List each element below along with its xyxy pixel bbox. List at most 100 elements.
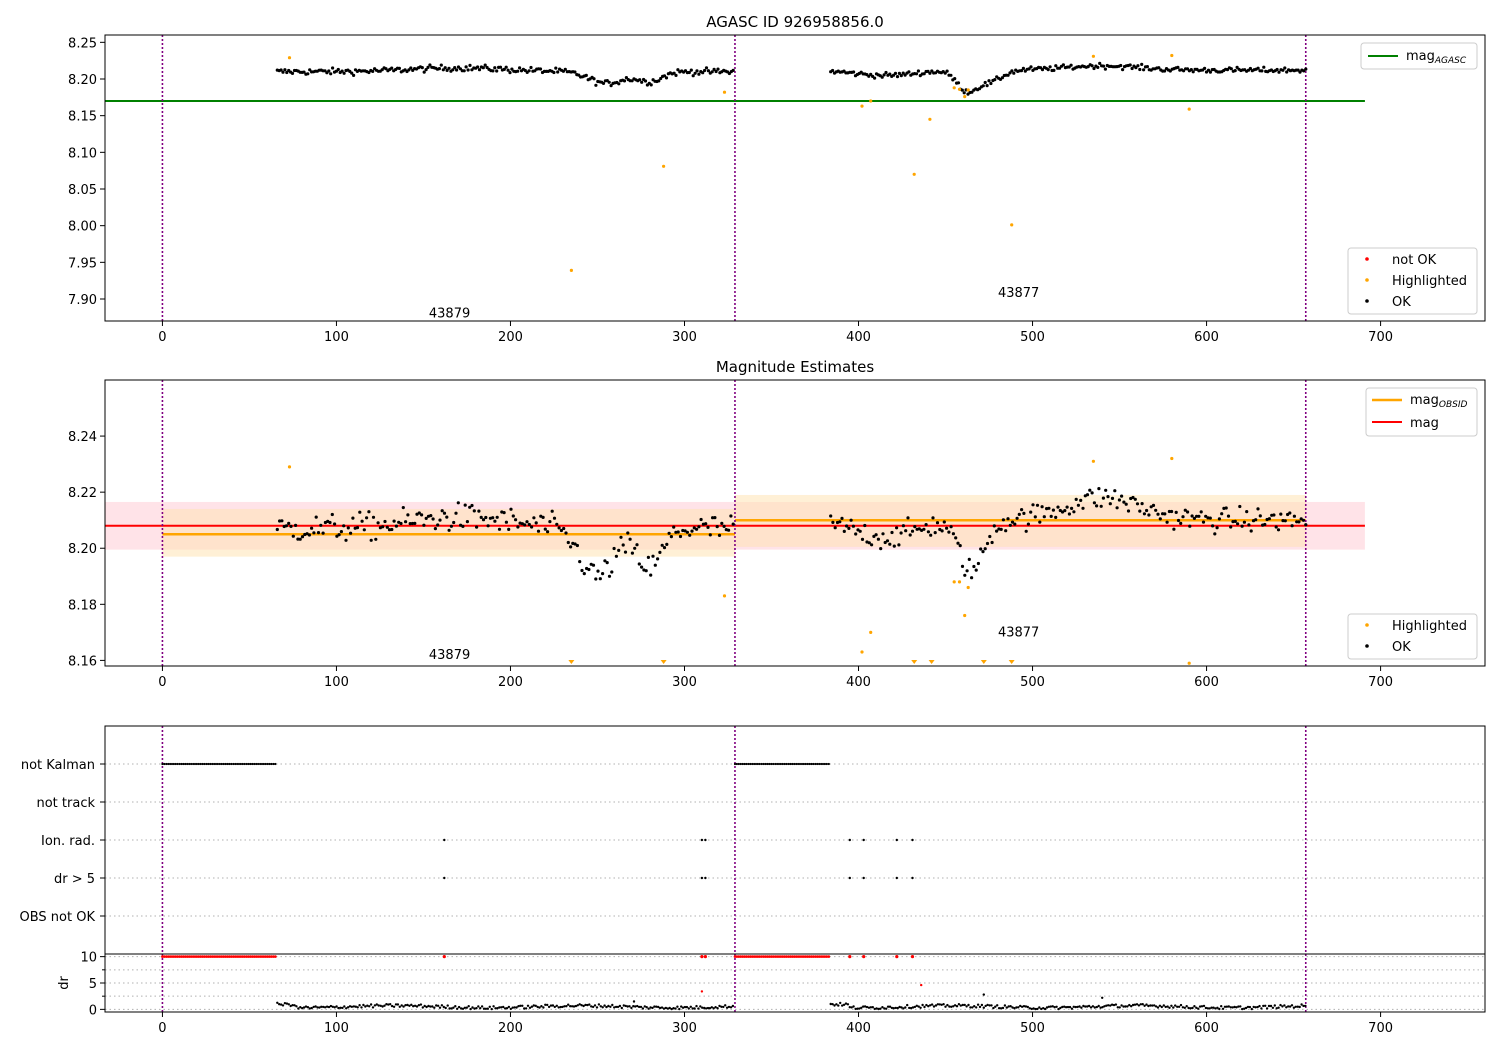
obsid-annotation: 43879 <box>429 306 470 321</box>
ok-point <box>493 519 497 523</box>
dr-ok-point <box>996 1004 999 1007</box>
dr-capped-point <box>182 955 185 958</box>
ok-point <box>285 70 289 75</box>
ok-point <box>1054 515 1058 520</box>
dr-capped-point <box>241 955 245 958</box>
flag-point <box>808 762 811 766</box>
dr-ok-point <box>404 1004 407 1007</box>
ok-point <box>502 67 506 71</box>
ok-point <box>1128 63 1132 67</box>
ok-point <box>1277 70 1281 74</box>
flag-point <box>218 762 221 766</box>
dr-ok-point <box>1264 1004 1267 1007</box>
ok-point <box>945 69 949 73</box>
dr-capped-point <box>251 955 254 958</box>
dr-ok-point <box>1256 1005 1259 1009</box>
ok-point <box>463 503 467 507</box>
dr-ok-point <box>435 1004 438 1007</box>
highlighted-point <box>722 90 727 94</box>
ok-point <box>502 510 506 515</box>
dr-ok-point <box>984 1004 987 1008</box>
ok-point <box>483 63 487 67</box>
dr-ok-point <box>1042 1007 1045 1010</box>
flag-point <box>749 762 752 766</box>
dr-ok-point <box>632 1005 635 1008</box>
ok-point <box>1267 517 1271 521</box>
dr-ok-point <box>952 1005 955 1008</box>
ok-point <box>1061 63 1065 67</box>
dr-ok-point <box>892 1007 895 1010</box>
ok-point <box>706 69 711 73</box>
dr-ok-point <box>1185 1005 1188 1008</box>
dr-ok-point <box>576 1004 579 1007</box>
dr-ok-point <box>896 1006 899 1010</box>
dr-capped-point <box>768 955 771 958</box>
agasc-lower-legend: not OK Highlighted OK <box>1347 247 1478 315</box>
ok-point <box>1081 506 1085 510</box>
ok-point <box>1262 65 1266 69</box>
dr-ok-point <box>632 1000 636 1003</box>
dr-ok-point <box>862 1005 865 1008</box>
highlighted-point <box>966 585 970 590</box>
dr-ok-point <box>584 1003 587 1007</box>
flag-point <box>895 838 898 842</box>
ok-point <box>397 66 401 70</box>
dr-outlier-point <box>920 983 923 987</box>
dr-ok-point <box>580 1004 583 1007</box>
dr-ok-point <box>507 1005 511 1009</box>
dr-capped-point <box>191 955 195 958</box>
dr-capped-point <box>210 955 214 958</box>
magnitude-lower-legend: Highlighted OK <box>1347 613 1478 660</box>
y-tick-label: 7.95 <box>68 256 97 271</box>
flag-point <box>737 762 740 766</box>
ok-point <box>1019 69 1024 73</box>
dr-capped-point <box>184 955 187 958</box>
ok-point <box>1010 69 1014 73</box>
dr-capped-point <box>256 955 260 958</box>
dr-ok-point <box>398 1005 401 1008</box>
ok-point <box>447 66 451 70</box>
dr-ok-point <box>852 1005 855 1008</box>
dr-ok-point <box>1074 1005 1077 1009</box>
ok-point <box>607 80 611 84</box>
ok-point <box>1090 491 1094 495</box>
ok-point <box>541 515 545 520</box>
dr-capped-point <box>812 955 815 958</box>
ok-point <box>1033 515 1037 519</box>
dr-capped-point <box>442 955 446 959</box>
dr-ok-point <box>725 1006 729 1009</box>
dr-ok-point <box>936 1003 940 1006</box>
dr-capped-point <box>816 955 819 958</box>
dr-ok-point <box>318 1006 321 1009</box>
dr-ok-point <box>1265 1007 1269 1010</box>
dr-ok-point <box>660 1006 664 1009</box>
ok-point <box>408 522 412 526</box>
dr-ok-point <box>1221 1007 1225 1010</box>
ok-point <box>1242 520 1246 524</box>
ok-point <box>584 73 588 77</box>
dr-ok-point <box>339 1006 342 1009</box>
ok-point <box>638 78 642 82</box>
ok-point <box>495 69 499 73</box>
x-tick-label: 500 <box>1020 330 1045 345</box>
ok-point <box>880 75 884 79</box>
ok-point <box>1140 502 1144 506</box>
ok-point <box>953 77 957 81</box>
dr-ok-point <box>1191 1006 1194 1010</box>
dr-capped-point <box>735 955 739 958</box>
ok-point <box>895 526 899 530</box>
dr-capped-point <box>176 955 179 958</box>
ok-point <box>510 67 514 71</box>
ok-point <box>1133 497 1137 501</box>
ok-point <box>693 71 697 75</box>
flag-point <box>821 762 825 766</box>
dr-ok-point <box>616 1005 620 1009</box>
highlighted-point <box>912 172 916 176</box>
ok-point <box>924 523 928 527</box>
lower-limit-marker <box>568 660 575 664</box>
ok-point <box>390 66 394 70</box>
ok-point <box>695 527 699 531</box>
flag-point <box>176 762 179 766</box>
dr-ok-point <box>1101 996 1104 999</box>
dr-capped-point <box>243 955 246 958</box>
